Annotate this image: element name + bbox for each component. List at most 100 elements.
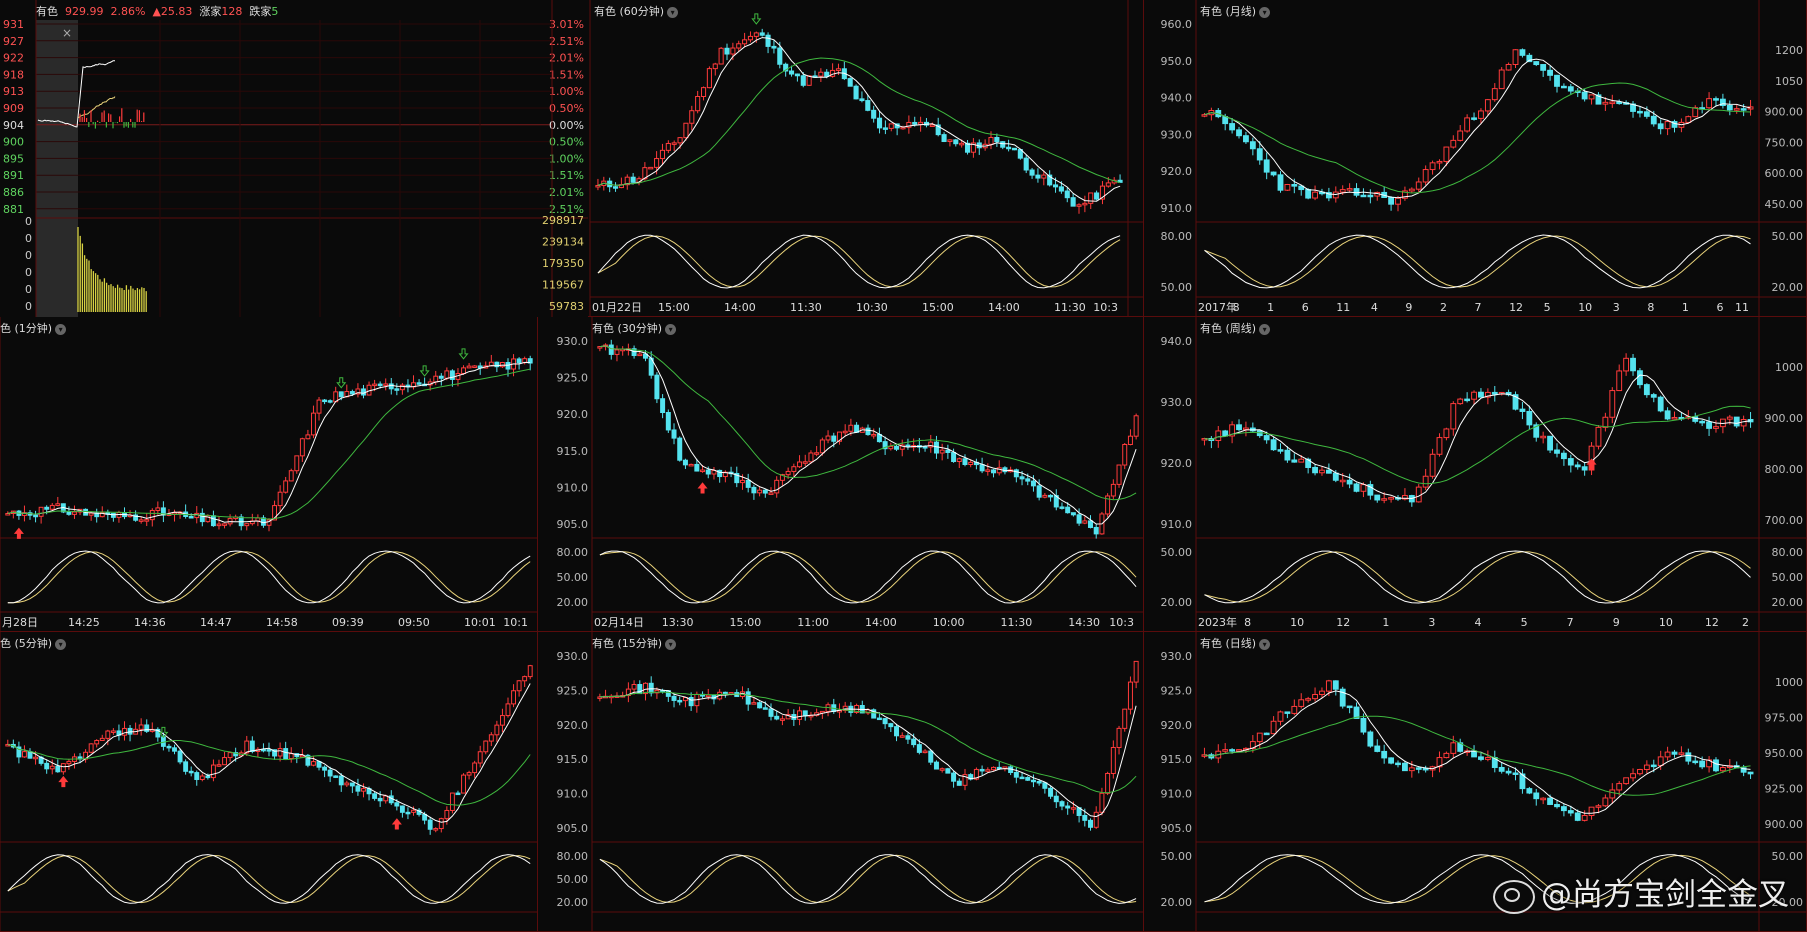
candle (671, 429, 677, 439)
kdj-axis-label: 80.00 (557, 850, 589, 863)
candle (1339, 479, 1346, 483)
kline-panel-60min[interactable]: 01月22日 15:00 14:00 11:30 10:30 15:00 14:00 11:3… (588, 0, 1144, 317)
candle (722, 691, 728, 695)
time-axis-label: 11 (1735, 301, 1749, 314)
chevron-down-icon[interactable]: ▾ (665, 323, 677, 335)
candle (695, 95, 701, 112)
candle (294, 455, 300, 472)
chevron-down-icon[interactable]: ▾ (1259, 323, 1271, 335)
kdj-axis-label: 20.00 (1772, 896, 1804, 909)
kline-panel-daily[interactable]: 930.0 925.0 920.0 915.0 910.0 905.0 1000 975.00… (1144, 632, 1807, 932)
candle (1512, 772, 1519, 775)
candle (1277, 711, 1284, 722)
candle (1249, 141, 1256, 150)
candle (1339, 688, 1346, 707)
candle (1325, 192, 1332, 199)
candle (1623, 357, 1630, 372)
candle (361, 788, 366, 792)
chevron-down-icon[interactable]: ▾ (667, 6, 679, 18)
panel-title[interactable]: 有色 (日线) ▾ (1200, 635, 1271, 651)
candle (1298, 699, 1305, 707)
candle (1070, 197, 1076, 207)
chevron-down-icon[interactable]: ▾ (1259, 6, 1271, 18)
candle (249, 740, 255, 753)
candle (1429, 162, 1436, 171)
chevron-down-icon[interactable]: ▾ (665, 638, 677, 650)
panel-title[interactable]: 有色 (月线) ▾ (1200, 3, 1271, 19)
candle (1388, 757, 1395, 764)
time-axis-label: 7 (1567, 616, 1574, 629)
close-icon[interactable]: × (62, 26, 73, 40)
candle (1222, 749, 1229, 752)
panel-title[interactable]: 有色 (周线) ▾ (1200, 320, 1271, 336)
candle (1270, 439, 1277, 451)
candle (449, 370, 455, 380)
watermark-text: @尚方宝剑全金叉 (1541, 877, 1789, 913)
candle (1699, 760, 1706, 768)
candle (1105, 182, 1111, 187)
candle (964, 142, 971, 153)
time-axis-label: 2 (1440, 301, 1447, 314)
candle (349, 391, 355, 395)
kdj-k-line (7, 854, 531, 904)
chevron-down-icon[interactable]: ▾ (55, 323, 67, 335)
candle (1284, 711, 1291, 714)
kline-panel-monthly[interactable]: 960.0 950.0 940.0 930.0 920.0 910.0 1200 1050 90… (1144, 0, 1807, 317)
kline-chart-5min (0, 632, 538, 932)
price-tick: 913 (3, 85, 24, 98)
candle (461, 367, 466, 375)
panel-title[interactable]: 有色 (60分钟) ▾ (594, 3, 679, 19)
volume-tick: 0 (25, 266, 32, 279)
candle (808, 452, 814, 463)
candle (1367, 194, 1374, 198)
kline-panel-5min[interactable]: 色 (5分钟) ▾ (0, 632, 538, 932)
candle (922, 446, 928, 449)
price-axis-label: 920.0 (1161, 457, 1193, 470)
candle (1616, 783, 1623, 791)
ma-fast-line (599, 688, 1137, 818)
time-axis-label: 15:00 (922, 301, 954, 314)
candle (736, 43, 742, 49)
candle (188, 516, 194, 519)
timeshare-panel[interactable]: 931 3.01% 927 2.51% 922 2.01% 918 1.51% 913 1.00%… (0, 0, 588, 317)
candle (1215, 430, 1222, 442)
ma-slow-line (1204, 715, 1751, 796)
chevron-down-icon[interactable]: ▾ (1259, 638, 1271, 650)
candle (1298, 458, 1305, 463)
candle (1025, 777, 1031, 781)
panel-title[interactable]: 有色 (30分钟) ▾ (592, 320, 677, 336)
panel-title-text: 有色 (60分钟) (594, 5, 665, 18)
pct-tick: 0.00% (549, 119, 584, 132)
candle (1595, 805, 1602, 808)
down-label: 跌家 (249, 5, 272, 18)
candle (316, 761, 322, 768)
candle (1560, 85, 1567, 89)
panel-title-text: 有色 (15分钟) (592, 637, 663, 650)
candle (1019, 776, 1025, 780)
kline-panel-15min[interactable]: 930.0 925.0 920.0 915.0 910.0 905.0 80.00 50.00… (538, 632, 1144, 932)
chevron-down-icon[interactable]: ▾ (55, 638, 67, 650)
candle (1070, 807, 1076, 810)
kline-panel-30min[interactable]: 930.0 925.0 920.0 915.0 910.0 905.0 80.00 50.00… (538, 317, 1144, 632)
kdj-d-line (599, 551, 1137, 603)
candle (1116, 464, 1122, 485)
price-axis-label: 930.0 (1161, 650, 1193, 663)
panel-title-text: 有色 (周线) (1200, 322, 1257, 335)
candle (133, 514, 139, 521)
kline-panel-weekly[interactable]: 940.0 930.0 920.0 910.0 1000 900.00 800.00 700.… (1144, 317, 1807, 632)
volume-tick: 0 (25, 215, 32, 228)
candle (1443, 752, 1450, 759)
time-axis-label: 10 (1578, 301, 1592, 314)
panel-title[interactable]: 色 (5分钟) ▾ (0, 635, 67, 651)
candle (494, 724, 500, 736)
kdj-d-line (599, 854, 1137, 904)
candle (928, 750, 934, 763)
panel-title[interactable]: 有色 (15分钟) ▾ (592, 635, 677, 651)
candle (689, 110, 695, 124)
candle (745, 691, 751, 705)
ma-fast-line (7, 361, 531, 524)
kline-panel-1min[interactable]: 月28日 14:25 14:36 14:47 14:58 09:39 09:50 10:01 1… (0, 317, 538, 632)
panel-title[interactable]: 色 (1分钟) ▾ (0, 320, 67, 336)
volume-tick: 179350 (542, 257, 584, 270)
candle (1436, 757, 1443, 768)
